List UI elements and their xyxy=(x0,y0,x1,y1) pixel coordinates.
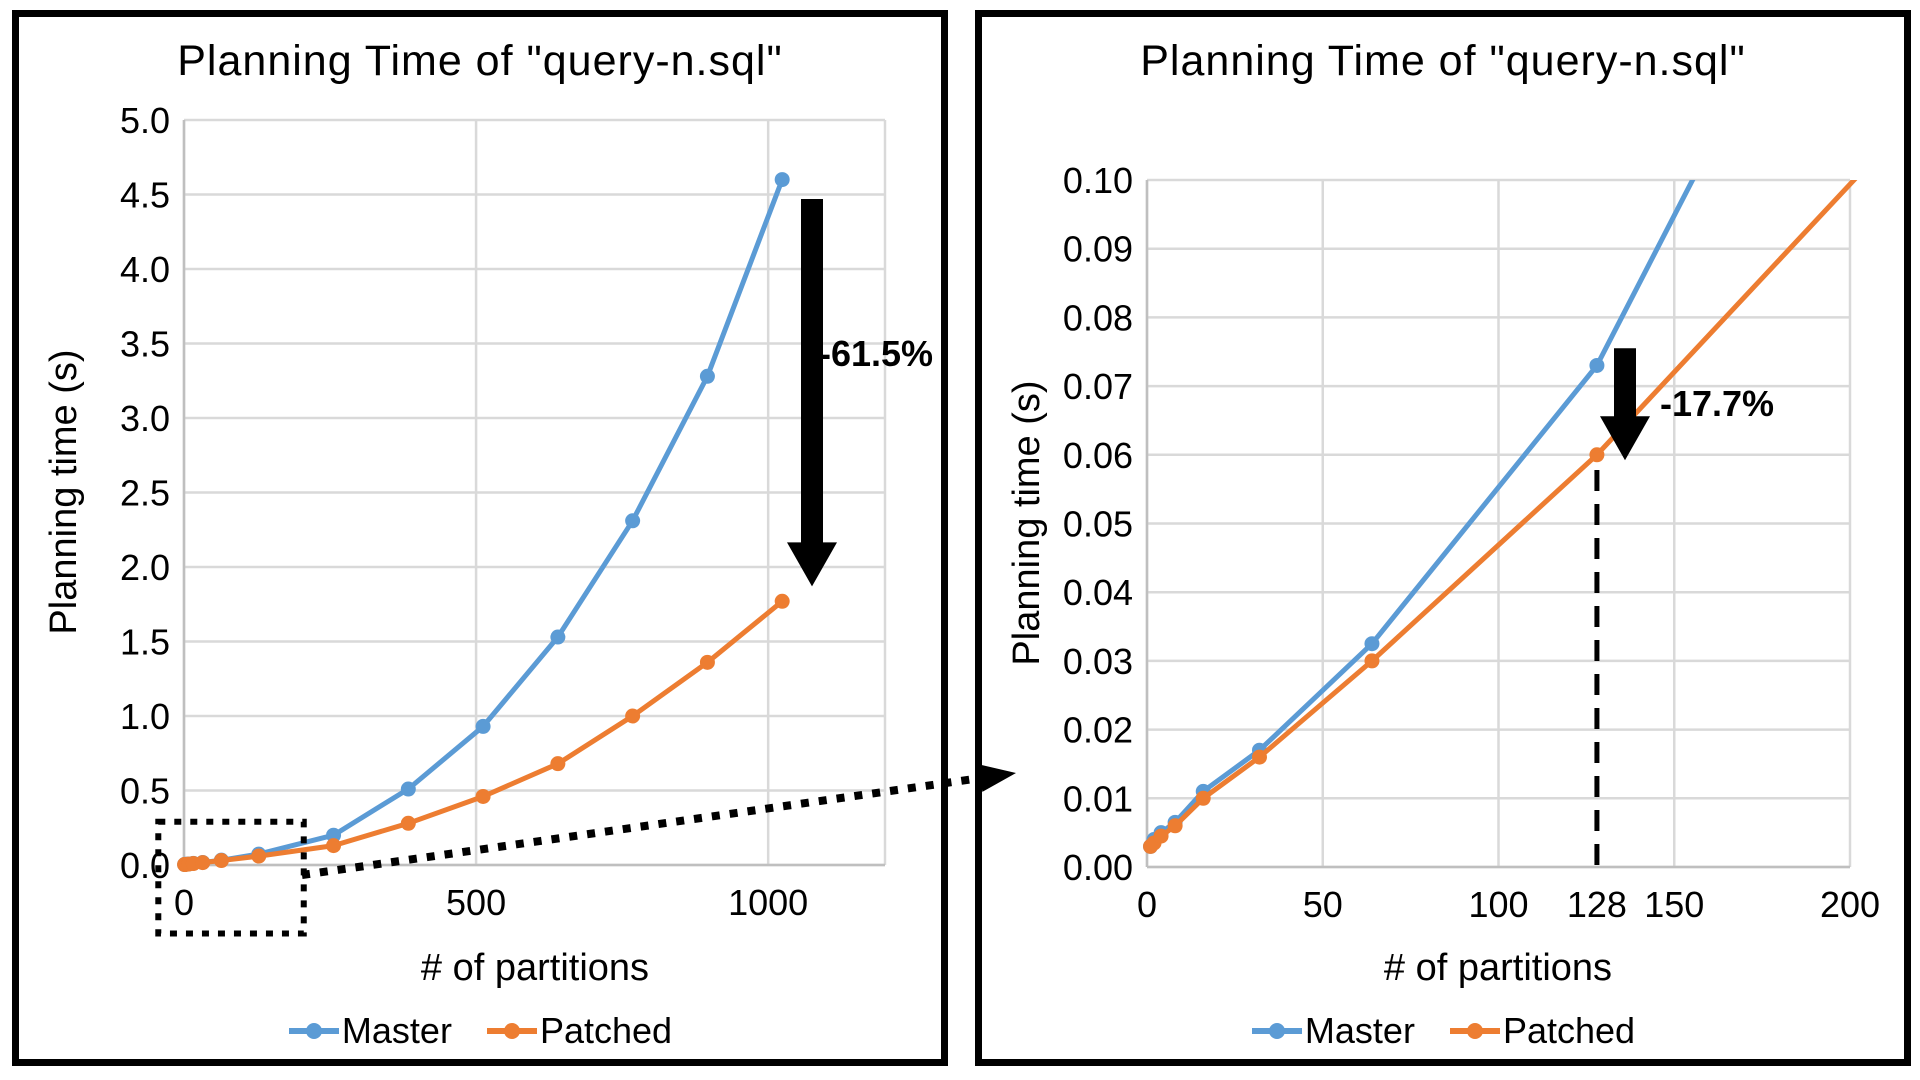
y-tick-label: 0.10 xyxy=(1063,160,1133,201)
master-data-marker xyxy=(699,368,715,384)
y-tick-label: 1.5 xyxy=(120,622,170,663)
x-tick-label: 0 xyxy=(174,882,194,923)
y-tick-label: 3.0 xyxy=(120,398,170,439)
x-tick-label: 200 xyxy=(1820,884,1880,925)
x-tick-label: 150 xyxy=(1644,884,1704,925)
y-tick-label: 2.5 xyxy=(120,473,170,514)
y-tick-label: 0.01 xyxy=(1063,778,1133,819)
patched-data-marker xyxy=(625,708,641,724)
patched-data-marker xyxy=(1195,790,1211,806)
gridlines xyxy=(1145,178,1852,869)
y-tick-label: 2.0 xyxy=(120,547,170,588)
patched-data-marker xyxy=(699,654,715,670)
master-line-swatch-icon xyxy=(1251,1023,1302,1039)
patched-data-marker xyxy=(1167,818,1183,834)
right-chart-panel: 0.00 0.01 0.02 0.03 0.04 0.05 0.06 0.07 0.08 0.09… xyxy=(975,10,1911,1066)
y-tick-label: 4.5 xyxy=(120,175,170,216)
y-tick-label: 0.08 xyxy=(1063,297,1133,338)
x-tick-label: 50 xyxy=(1303,884,1343,925)
master-data-marker xyxy=(625,513,641,529)
legend-label-master: Master xyxy=(1304,1010,1415,1051)
patched-line-swatch-icon xyxy=(486,1023,537,1039)
left-drop-percent-label: -61.5% xyxy=(819,333,934,374)
right-chart-canvas: 0.00 0.01 0.02 0.03 0.04 0.05 0.06 0.07 0.08 0.09… xyxy=(1063,160,1880,925)
patched-data-marker xyxy=(550,756,566,772)
patched-line-swatch-icon xyxy=(1449,1023,1500,1039)
gridlines xyxy=(182,118,887,867)
legend-item-master: Master xyxy=(1251,1010,1415,1052)
y-tick-label: 0.0 xyxy=(120,845,170,886)
master-data-marker xyxy=(550,629,566,645)
y-tick-label: 0.00 xyxy=(1063,847,1133,888)
master-line-swatch-icon xyxy=(288,1023,339,1039)
master-data-marker xyxy=(774,172,790,188)
y-tick-label: 0.06 xyxy=(1063,435,1133,476)
drop-arrow-icon xyxy=(787,199,837,587)
right-chart-title: Planning Time of "query-n.sql" xyxy=(1140,37,1746,85)
y-tick-label: 0.5 xyxy=(120,771,170,812)
left-chart-legend: Master Patched xyxy=(19,1010,941,1052)
patched-data-marker xyxy=(1364,653,1380,669)
y-tick-label: 0.09 xyxy=(1063,229,1133,270)
legend-label-patched: Patched xyxy=(1502,1010,1636,1051)
y-tick-label: 0.07 xyxy=(1063,366,1133,407)
y-tick-label: 0.04 xyxy=(1063,572,1133,613)
patched-data-marker xyxy=(1251,749,1267,765)
x-tick-label: 1000 xyxy=(728,882,808,923)
y-tick-label: 5.0 xyxy=(120,100,170,141)
patched-data-marker xyxy=(1589,447,1605,463)
legend-label-master: Master xyxy=(341,1010,452,1051)
left-chart-canvas: 0.0 0.5 1.0 1.5 2.0 2.5 3.0 3.5 4.0 4.5 5.0 0 500 100… xyxy=(120,100,887,937)
y-tick-label: 4.0 xyxy=(120,249,170,290)
drop-arrow-icon xyxy=(1600,348,1650,461)
left-chart-panel: 0.0 0.5 1.0 1.5 2.0 2.5 3.0 3.5 4.0 4.5 5.0 0 500 100… xyxy=(12,10,948,1066)
right-y-axis-title: Planning time (s) xyxy=(1006,380,1048,666)
y-tick-label: 0.03 xyxy=(1063,641,1133,682)
patched-data-marker xyxy=(1153,828,1169,844)
master-data-marker xyxy=(475,718,491,734)
legend-item-patched: Patched xyxy=(1449,1010,1635,1052)
master-series-line xyxy=(182,177,785,868)
patched-data-marker xyxy=(251,848,267,864)
right-x-axis-title: # of partitions xyxy=(1383,947,1613,989)
patched-data-marker xyxy=(213,853,229,869)
y-tick-label: 0.05 xyxy=(1063,504,1133,545)
patched-series-line xyxy=(1148,180,1858,849)
master-data-marker xyxy=(400,781,416,797)
right-chart-legend: Master Patched xyxy=(982,1010,1904,1052)
y-tick-label: 0.02 xyxy=(1063,710,1133,751)
patched-data-marker xyxy=(195,855,211,871)
patched-data-marker xyxy=(475,788,491,804)
right-drop-percent-label: -17.7% xyxy=(1660,383,1775,424)
master-data-marker xyxy=(1589,357,1605,373)
patched-data-marker xyxy=(400,815,416,831)
x-tick-label: 128 xyxy=(1567,884,1627,925)
left-x-axis-title: # of partitions xyxy=(420,947,650,989)
master-data-marker xyxy=(1364,636,1380,652)
left-chart-title: Planning Time of "query-n.sql" xyxy=(177,37,783,85)
y-tick-label: 1.0 xyxy=(120,696,170,737)
y-tick-label: 3.5 xyxy=(120,324,170,365)
x-tick-label: 500 xyxy=(446,882,506,923)
master-series-line xyxy=(1148,180,1696,849)
legend-label-patched: Patched xyxy=(539,1010,673,1051)
patched-data-marker xyxy=(774,593,790,609)
legend-item-master: Master xyxy=(288,1010,452,1052)
patched-data-marker xyxy=(326,838,342,854)
legend-item-patched: Patched xyxy=(486,1010,672,1052)
left-y-axis-title: Planning time (s) xyxy=(43,349,85,635)
x-tick-label: 100 xyxy=(1468,884,1528,925)
x-tick-label: 0 xyxy=(1137,884,1157,925)
